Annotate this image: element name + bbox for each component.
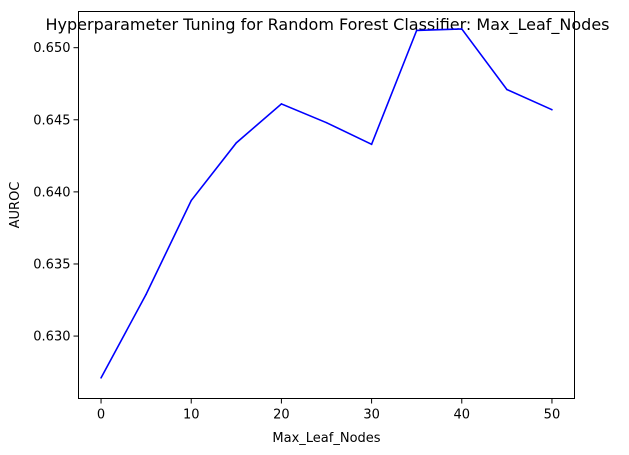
data-point bbox=[280, 103, 283, 105]
y-tick-label: 0.635 bbox=[33, 257, 70, 272]
y-axis-label: AUROC bbox=[8, 182, 23, 229]
data-point bbox=[325, 121, 328, 124]
data-point bbox=[551, 108, 553, 111]
x-tick-label: 50 bbox=[544, 408, 561, 423]
data-point bbox=[100, 377, 102, 379]
chart-title: Hyperparameter Tuning for Random Forest … bbox=[45, 15, 609, 35]
x-tick-label: 20 bbox=[273, 408, 290, 423]
y-tick-label: 0.650 bbox=[33, 41, 70, 56]
y-axis: 0.630 0.635 0.640 0.645 0.650 bbox=[33, 41, 79, 345]
data-point bbox=[506, 88, 508, 91]
x-tick-label: 30 bbox=[363, 408, 380, 423]
x-tick-label: 10 bbox=[183, 408, 200, 423]
y-tick-label: 0.645 bbox=[33, 113, 70, 128]
x-tick-label: 40 bbox=[453, 408, 470, 423]
x-tick-label: 0 bbox=[97, 408, 105, 423]
x-axis-label: Max_Leaf_Nodes bbox=[272, 431, 380, 446]
x-axis: 0 10 20 30 40 50 bbox=[97, 398, 561, 423]
data-point bbox=[190, 199, 193, 202]
data-point bbox=[415, 29, 418, 32]
data-point bbox=[235, 142, 238, 144]
data-points bbox=[100, 28, 553, 379]
data-point bbox=[460, 28, 463, 30]
series-line bbox=[100, 28, 553, 379]
data-point bbox=[145, 293, 147, 296]
plot-frame bbox=[78, 11, 575, 399]
data-point bbox=[370, 143, 373, 146]
y-tick-label: 0.640 bbox=[33, 185, 70, 200]
y-tick-label: 0.630 bbox=[33, 330, 70, 345]
